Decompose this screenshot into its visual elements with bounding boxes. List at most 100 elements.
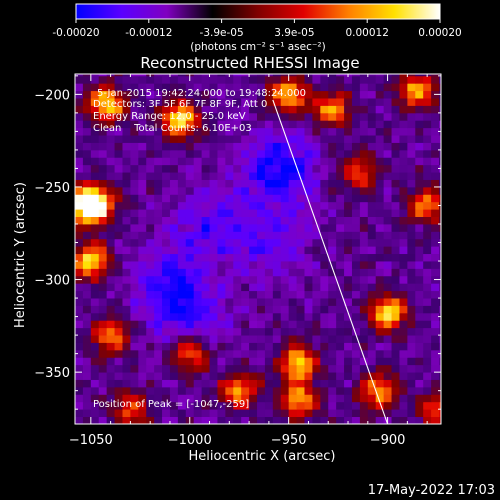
heatmap-cell xyxy=(257,238,266,247)
heatmap-cell xyxy=(423,312,432,321)
heatmap-cell xyxy=(233,216,242,225)
heatmap-cell xyxy=(367,312,377,321)
heatmap-cell xyxy=(280,216,290,225)
heatmap-cell xyxy=(154,298,163,306)
heatmap-cell xyxy=(391,74,400,77)
heatmap-cell xyxy=(320,401,329,410)
heatmap-cell xyxy=(280,312,290,321)
heatmap-cell xyxy=(122,216,131,225)
heatmap-cell xyxy=(296,342,305,351)
heatmap-cell xyxy=(399,379,408,388)
heatmap-cell xyxy=(241,275,250,284)
heatmap-cell xyxy=(288,261,297,269)
heatmap-cell xyxy=(130,186,139,195)
heatmap-cell xyxy=(296,201,305,210)
heatmap-cell xyxy=(241,364,250,373)
heatmap-cell xyxy=(280,275,290,284)
heatmap-cell xyxy=(106,90,115,99)
heatmap-cell xyxy=(114,75,123,84)
heatmap-cell xyxy=(225,201,234,210)
heatmap-cell xyxy=(233,253,242,262)
heatmap-cell xyxy=(225,164,234,173)
heatmap-cell xyxy=(288,379,297,388)
heatmap-cell xyxy=(296,224,305,232)
heatmap-cell xyxy=(423,75,432,84)
heatmap-cell xyxy=(225,416,234,424)
heatmap-cell xyxy=(130,149,139,158)
heatmap-cell xyxy=(264,298,274,306)
heatmap-cell xyxy=(106,386,115,395)
heatmap-cell xyxy=(90,164,100,173)
heatmap-cell xyxy=(344,327,353,336)
heatmap-cell xyxy=(106,75,115,84)
heatmap-cell xyxy=(185,275,195,284)
heatmap-cell xyxy=(336,105,345,114)
heatmap-cell xyxy=(280,261,290,269)
heatmap-cell xyxy=(296,75,305,84)
heatmap-cell xyxy=(288,127,297,136)
heatmap-cell xyxy=(375,253,385,262)
heatmap-cell xyxy=(375,201,385,210)
heatmap-cell xyxy=(328,298,337,306)
heatmap-cell xyxy=(130,342,139,351)
heatmap-cell xyxy=(154,194,163,203)
heatmap-cell xyxy=(82,290,92,299)
heatmap-cell xyxy=(320,112,329,121)
heatmap-cell xyxy=(249,416,258,424)
heatmap-cell xyxy=(304,231,313,240)
heatmap-cell xyxy=(288,231,297,240)
heatmap-cell xyxy=(423,409,432,417)
heatmap-cell xyxy=(328,357,337,366)
heatmap-cell xyxy=(138,98,147,106)
heatmap-cell xyxy=(138,216,147,225)
heatmap-cell xyxy=(351,342,361,351)
heatmap-cell xyxy=(312,327,321,336)
heatmap-cell xyxy=(351,224,361,232)
heatmap-cell xyxy=(272,394,282,403)
heatmap-cell xyxy=(344,364,353,373)
heatmap-cell xyxy=(177,157,187,166)
heatmap-cell xyxy=(185,372,195,380)
heatmap-cell xyxy=(391,253,400,262)
heatmap-cell xyxy=(399,349,408,358)
heatmap-cell xyxy=(351,327,361,336)
heatmap-cell xyxy=(328,231,337,240)
heatmap-cell xyxy=(320,172,329,180)
heatmap-cell xyxy=(280,290,290,299)
heatmap-cell xyxy=(431,224,440,232)
heatmap-cell xyxy=(264,320,274,329)
heatmap-cell xyxy=(233,409,242,417)
heatmap-cell xyxy=(98,335,108,343)
heatmap-cell xyxy=(383,335,392,343)
heatmap-cell xyxy=(98,364,108,373)
heatmap-cell xyxy=(169,83,179,92)
heatmap-cell xyxy=(280,401,290,410)
heatmap-cell xyxy=(431,135,440,143)
heatmap-cell xyxy=(320,357,329,366)
heatmap-cell xyxy=(241,149,250,158)
heatmap-cell xyxy=(328,268,337,277)
heatmap-cell xyxy=(296,231,305,240)
heatmap-cell xyxy=(225,179,234,188)
heatmap-cell xyxy=(328,74,337,77)
heatmap-cell xyxy=(241,409,250,417)
heatmap-cell xyxy=(138,149,147,158)
heatmap-cell xyxy=(415,409,424,417)
heatmap-cell xyxy=(154,261,163,269)
heatmap-cell xyxy=(399,179,408,188)
heatmap-cell xyxy=(98,186,108,195)
heatmap-cell xyxy=(217,186,226,195)
heatmap-cell xyxy=(162,283,171,292)
heatmap-cell xyxy=(272,209,282,217)
heatmap-cell xyxy=(233,364,242,373)
heatmap-cell xyxy=(328,253,337,262)
heatmap-cell xyxy=(201,120,210,129)
heatmap-cell xyxy=(272,268,282,277)
heatmap-cell xyxy=(201,409,210,417)
heatmap-cell xyxy=(375,142,385,151)
heatmap-cell xyxy=(75,149,84,158)
heatmap-cell xyxy=(391,409,400,417)
heatmap-cell xyxy=(336,298,345,306)
heatmap-cell xyxy=(304,283,313,292)
heatmap-cell xyxy=(359,327,369,336)
